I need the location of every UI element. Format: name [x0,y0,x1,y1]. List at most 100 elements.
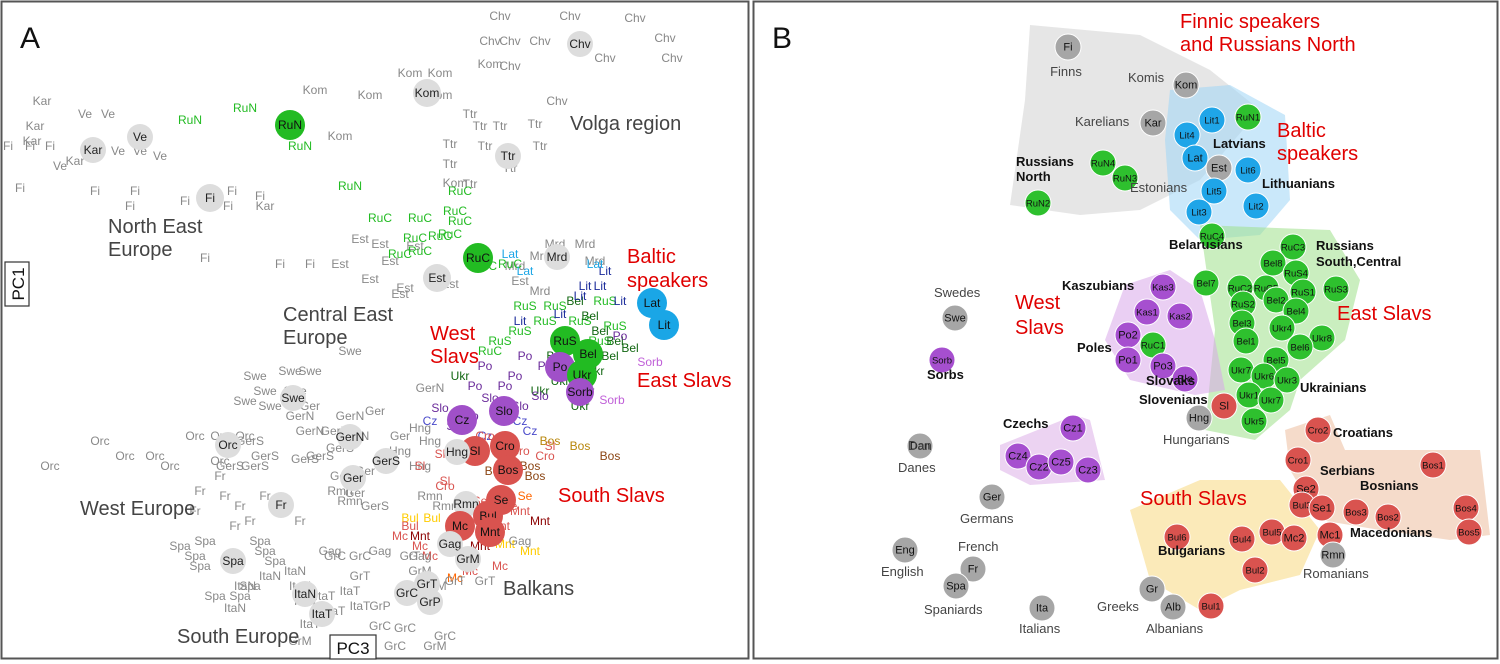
scatter-label: Kom [358,88,383,102]
scatter-label: Sl [440,474,451,488]
node-label: Bel8 [1263,259,1282,270]
scatter-label: Fi [3,139,13,153]
scatter-label: Fr [229,519,240,533]
node-label: Hng [1189,413,1209,425]
node-cro2: Cro2 [1304,416,1332,444]
scatter-label: Spa [184,549,206,563]
scatter-label: RuS [533,314,556,328]
centroid-label: Hng [446,445,468,459]
population-label: Macedonians [1350,525,1432,540]
scatter-label: Fr [294,514,305,528]
scatter-label: Sl [415,459,426,473]
node-label: RuS3 [1324,285,1348,296]
population-label: Italians [1019,621,1061,636]
population-label: Greeks [1097,599,1139,614]
scatter-label: GrC [434,629,456,643]
scatter-label: Po [468,379,483,393]
scatter-label: Fr [189,504,200,518]
population-label: North [1016,169,1051,184]
region-label: Balkans [503,578,574,600]
scatter-label: RuN [178,113,202,127]
node-bul4: Bul4 [1228,525,1256,553]
scatter-label: RuC [408,244,432,258]
node-label: Bul4 [1232,535,1251,546]
node-label: RuN2 [1026,199,1050,210]
scatter-label: Kom [328,129,353,143]
panel-b-population-labels: Finns KomisKareliansRussiansNorthLatvians… [881,64,1432,636]
centroid-rus: RuS [550,326,580,356]
scatter-label: Mrd [575,237,596,251]
scatter-label: ItaT [315,589,336,603]
node-bos5: Bos5 [1455,518,1483,546]
centroid-kom: Kom [413,79,441,107]
node-bul3: Bul3 [1288,491,1316,519]
node-label: Cz2 [1029,462,1049,474]
scatter-label: Orc [145,449,164,463]
node-label: Lat [1187,153,1202,165]
centroid-ve: Ve [127,124,153,150]
centroid-ttr: Ttr [495,143,521,169]
scatter-label: Fi [130,184,140,198]
scatter-label: Ttr [478,139,493,153]
scatter-label: RuC [388,247,412,261]
scatter-label: Fi [90,184,100,198]
region-label: Europe [283,327,348,349]
node-spa: Spa [942,572,970,600]
node-bel7: Bel7 [1192,269,1220,297]
centroid-fi: Fi [196,184,224,212]
scatter-label: RuN [288,139,312,153]
panel-a-frame [0,0,750,660]
centroid-label: Mrd [547,250,568,264]
node-ukr7: Ukr7 [1227,356,1255,384]
scatter-label: Fr [259,489,270,503]
scatter-label: Bul [401,511,418,525]
node-label: RuN3 [1113,174,1137,185]
node-gr: Gr [1138,575,1166,603]
scatter-label: Ttr [463,177,478,191]
population-label: Germans [960,511,1014,526]
node-label: Bel7 [1196,279,1215,290]
centroid-swe: Swe [280,385,306,411]
centroid-label: RuC [466,251,490,265]
node-label: Po1 [1118,355,1138,367]
node-label: Sorb [932,356,952,367]
scatter-label: Mnt [510,504,531,518]
population-label: Estonians [1130,180,1188,195]
scatter-label: ItaN [224,601,246,615]
centroid-label: Lit [658,318,671,332]
centroid-label: Chv [569,37,590,51]
scatter-label: Lit [554,307,567,321]
node-label: Ukr7 [1231,366,1251,377]
region-label: Volga region [570,113,681,135]
scatter-label: Ve [153,149,167,163]
scatter-label: Kom [398,66,423,80]
scatter-label: RuC [498,257,522,271]
scatter-label: Fi [25,139,35,153]
centroid-run: RuN [275,110,305,140]
node-bos1: Bos1 [1419,451,1447,479]
scatter-label: Mrd [505,259,526,273]
node-label: RuC3 [1281,243,1305,254]
scatter-label: Spa [194,534,216,548]
centroid-label: Mnt [480,525,501,539]
node-label: RuC4 [1200,232,1224,243]
node-lit4: Lit4 [1173,121,1201,149]
node-label: RuC1 [1141,341,1165,352]
node-label: Cz1 [1063,423,1083,435]
scatter-label: Gag [509,534,532,548]
scatter-label: Gag [369,544,392,558]
scatter-label: Sl [435,447,446,461]
scatter-label: Bel [566,294,583,308]
region-label: Baltic [627,246,676,268]
scatter-label: Sorb [599,393,625,407]
group-label: West [1015,292,1061,314]
scatter-label: Chv [499,59,520,73]
centroid-mrd: Mrd [544,244,570,270]
node-label: Bos4 [1455,504,1477,515]
scatter-label: Po [518,349,533,363]
region-label: South Slavs [558,485,665,507]
region-label: speakers [627,270,708,292]
node-label: Bul6 [1167,533,1186,544]
scatter-label: Bos [525,469,546,483]
